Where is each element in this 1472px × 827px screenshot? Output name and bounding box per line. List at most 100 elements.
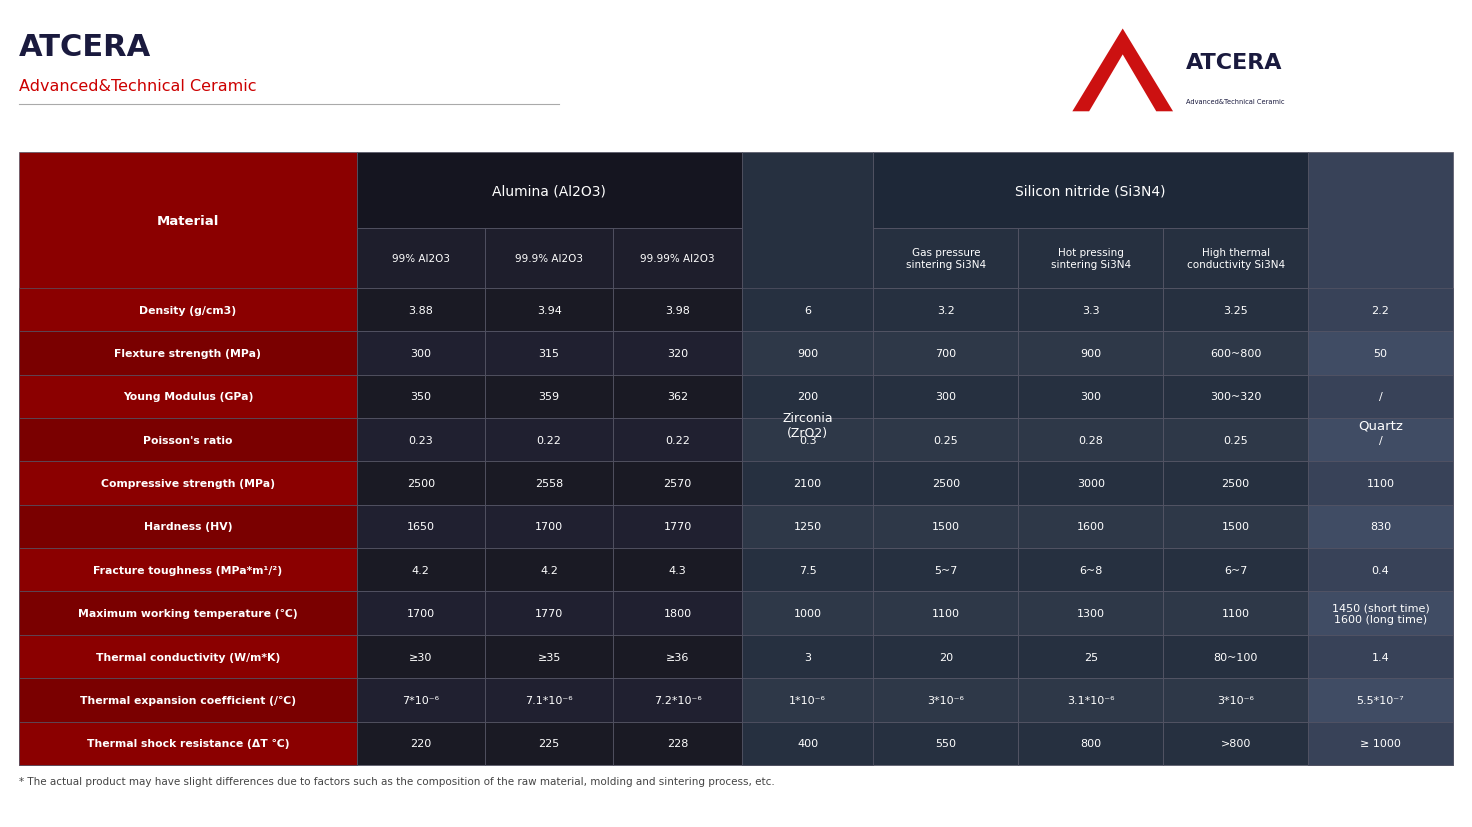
Bar xyxy=(1309,678,1453,722)
Text: 99.9% Al2O3: 99.9% Al2O3 xyxy=(515,254,583,264)
Text: 200: 200 xyxy=(796,392,818,402)
Text: 2.2: 2.2 xyxy=(1372,305,1390,315)
Bar xyxy=(742,153,873,765)
Text: 6~8: 6~8 xyxy=(1079,565,1103,575)
Text: 2500: 2500 xyxy=(406,479,434,489)
Bar xyxy=(484,418,614,461)
Text: Young Modulus (GPa): Young Modulus (GPa) xyxy=(122,392,253,402)
Text: Compressive strength (MPa): Compressive strength (MPa) xyxy=(102,479,275,489)
Text: 80~100: 80~100 xyxy=(1213,652,1257,662)
Text: 25: 25 xyxy=(1083,652,1098,662)
Bar xyxy=(873,289,1019,332)
Text: Advanced&Technical Ceramic: Advanced&Technical Ceramic xyxy=(19,79,256,93)
Text: 7*10⁻⁶: 7*10⁻⁶ xyxy=(402,695,439,705)
Text: ≥36: ≥36 xyxy=(665,652,689,662)
Bar xyxy=(19,289,356,332)
Bar xyxy=(356,229,484,289)
Bar xyxy=(484,678,614,722)
Text: 1.4: 1.4 xyxy=(1372,652,1390,662)
Text: Maximum working temperature (℃): Maximum working temperature (℃) xyxy=(78,609,297,619)
Bar xyxy=(1019,229,1163,289)
Bar xyxy=(19,332,356,375)
Bar xyxy=(1309,722,1453,765)
Bar xyxy=(19,375,356,418)
Text: 0.3: 0.3 xyxy=(799,435,817,445)
Text: 0.25: 0.25 xyxy=(1223,435,1248,445)
Bar xyxy=(1309,332,1453,375)
Bar xyxy=(742,418,873,461)
Bar xyxy=(873,722,1019,765)
Text: Hot pressing
sintering Si3N4: Hot pressing sintering Si3N4 xyxy=(1051,248,1130,270)
Bar xyxy=(484,592,614,635)
Bar xyxy=(742,548,873,592)
Text: Zirconia
(ZrO2): Zirconia (ZrO2) xyxy=(782,412,833,440)
Bar xyxy=(1309,461,1453,505)
Text: 3.25: 3.25 xyxy=(1223,305,1248,315)
Bar xyxy=(614,635,742,678)
Bar xyxy=(19,418,356,461)
Text: ≥35: ≥35 xyxy=(537,652,561,662)
Bar xyxy=(356,332,484,375)
Bar xyxy=(356,375,484,418)
Text: 3*10⁻⁶: 3*10⁻⁶ xyxy=(1217,695,1254,705)
Text: 800: 800 xyxy=(1080,739,1101,748)
Text: 3.88: 3.88 xyxy=(408,305,433,315)
Polygon shape xyxy=(1101,69,1144,102)
Bar xyxy=(356,289,484,332)
Text: 1500: 1500 xyxy=(1222,522,1250,532)
Text: 4.3: 4.3 xyxy=(668,565,686,575)
Text: 50: 50 xyxy=(1373,349,1388,359)
Text: 0.4: 0.4 xyxy=(1372,565,1390,575)
Text: High thermal
conductivity Si3N4: High thermal conductivity Si3N4 xyxy=(1186,248,1285,270)
Text: 359: 359 xyxy=(539,392,559,402)
Bar xyxy=(614,332,742,375)
Bar xyxy=(614,505,742,548)
Text: 99% Al2O3: 99% Al2O3 xyxy=(392,254,450,264)
Bar xyxy=(484,635,614,678)
Bar xyxy=(1163,375,1309,418)
Text: 4.2: 4.2 xyxy=(540,565,558,575)
Text: Poisson's ratio: Poisson's ratio xyxy=(143,435,233,445)
Bar xyxy=(356,153,742,229)
Bar xyxy=(484,289,614,332)
Bar xyxy=(614,592,742,635)
Text: 2500: 2500 xyxy=(1222,479,1250,489)
Text: Gas pressure
sintering Si3N4: Gas pressure sintering Si3N4 xyxy=(905,248,986,270)
Bar xyxy=(1163,332,1309,375)
Text: 300: 300 xyxy=(411,349,431,359)
Text: 2570: 2570 xyxy=(664,479,692,489)
Bar xyxy=(742,678,873,722)
Text: 350: 350 xyxy=(411,392,431,402)
Text: Flexture strength (MPa): Flexture strength (MPa) xyxy=(115,349,262,359)
Bar xyxy=(19,548,356,592)
Text: 7.2*10⁻⁶: 7.2*10⁻⁶ xyxy=(654,695,702,705)
Text: 0.23: 0.23 xyxy=(408,435,433,445)
Bar xyxy=(614,461,742,505)
Text: 5.5*10⁻⁷: 5.5*10⁻⁷ xyxy=(1357,695,1404,705)
Text: Fracture toughness (MPa*m¹/²): Fracture toughness (MPa*m¹/²) xyxy=(93,565,283,575)
Text: 20: 20 xyxy=(939,652,952,662)
Text: 6: 6 xyxy=(804,305,811,315)
Bar xyxy=(742,592,873,635)
Bar xyxy=(873,678,1019,722)
Bar xyxy=(1309,592,1453,635)
Bar xyxy=(742,635,873,678)
Text: 0.22: 0.22 xyxy=(665,435,690,445)
Bar xyxy=(356,635,484,678)
Bar xyxy=(1019,289,1163,332)
Bar xyxy=(1309,289,1453,332)
Bar xyxy=(614,418,742,461)
Bar xyxy=(614,678,742,722)
Text: Thermal conductivity (W/m*K): Thermal conductivity (W/m*K) xyxy=(96,652,280,662)
Text: 1800: 1800 xyxy=(664,609,692,619)
Text: 300: 300 xyxy=(1080,392,1101,402)
Bar xyxy=(1019,635,1163,678)
Text: 300: 300 xyxy=(935,392,957,402)
Bar xyxy=(1163,548,1309,592)
Bar xyxy=(484,722,614,765)
Text: 1250: 1250 xyxy=(793,522,821,532)
Text: 1100: 1100 xyxy=(1222,609,1250,619)
Text: 3.3: 3.3 xyxy=(1082,305,1100,315)
Bar xyxy=(873,461,1019,505)
Bar xyxy=(1163,461,1309,505)
